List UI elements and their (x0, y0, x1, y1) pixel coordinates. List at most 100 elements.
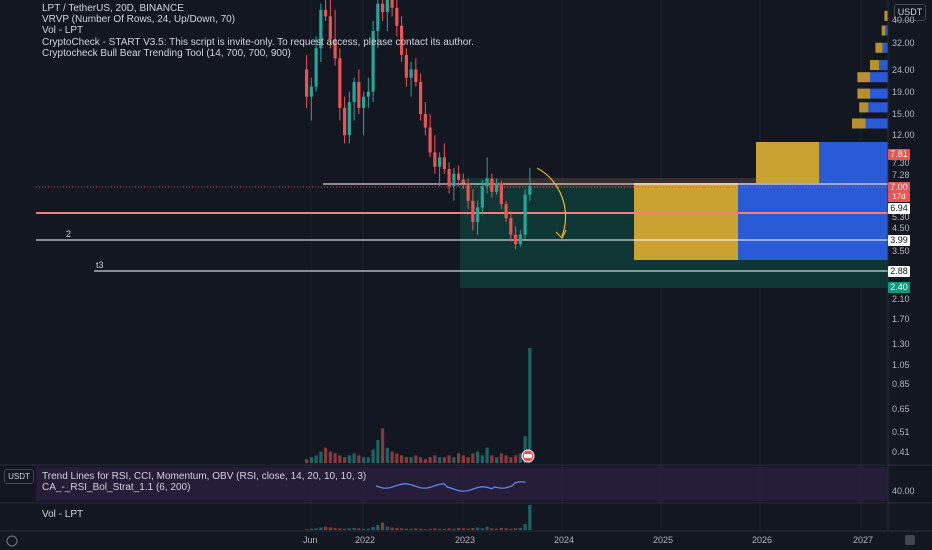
candle-body[interactable] (504, 204, 508, 219)
candle-body[interactable] (476, 207, 480, 223)
candle-body[interactable] (385, 0, 389, 12)
candle-body[interactable] (366, 91, 370, 97)
candle-body[interactable] (305, 69, 309, 97)
candle-body[interactable] (400, 25, 404, 55)
legend-cryptocheck[interactable]: CryptoCheck - START V3.5: This script is… (42, 36, 474, 48)
candle-body[interactable] (371, 30, 375, 92)
candle-body[interactable] (333, 39, 337, 59)
volume-bar (362, 457, 366, 463)
price-axis-label: 7.28 (892, 170, 910, 180)
time-axis-label: 2026 (752, 535, 773, 545)
candle-body[interactable] (438, 157, 442, 167)
candle-body[interactable] (357, 82, 361, 108)
volume-bar (433, 455, 437, 463)
candle-body[interactable] (433, 152, 437, 167)
volume-bar (385, 447, 389, 463)
volume-pane-bar (404, 528, 408, 530)
volume-pane-bar (395, 527, 399, 530)
volume-bar (471, 453, 475, 463)
candle-body[interactable] (480, 186, 484, 208)
rsi-legend-trendlines[interactable]: Trend Lines for RSI, CCI, Momentum, OBV … (42, 471, 367, 482)
volume-bar (466, 457, 470, 463)
candle-body[interactable] (485, 178, 489, 187)
candle-body[interactable] (528, 186, 532, 195)
candle-body[interactable] (466, 183, 470, 201)
volume-pane-bar (480, 528, 484, 530)
candle-body[interactable] (404, 54, 408, 78)
volume-pane-bar (485, 526, 489, 530)
legend-symbol[interactable]: LPT / TetherUS, 20D, BINANCE (42, 3, 184, 14)
volume-pane-bar (504, 528, 508, 530)
volume-pane-bar (347, 528, 351, 530)
legend-vrvp[interactable]: VRVP (Number Of Rows, 24, Up/Down, 70) (42, 14, 236, 26)
candle-body[interactable] (352, 82, 356, 103)
volume-pane-bar (309, 528, 313, 530)
rsi-legend-bol[interactable]: CA_-_RSI_Bol_Strat_1.1 (6, 200) (42, 482, 191, 493)
candle-body[interactable] (452, 173, 456, 187)
candle-body[interactable] (419, 82, 423, 115)
volume-pane-bar (438, 528, 442, 530)
candle-body[interactable] (509, 218, 513, 235)
candle-body[interactable] (343, 107, 347, 136)
candle-body[interactable] (390, 0, 394, 8)
legend-vol[interactable]: Vol - LPT (42, 25, 84, 37)
volume-pane-bar (314, 528, 318, 530)
volume-pane-bar (338, 528, 342, 530)
candle-body[interactable] (461, 179, 465, 184)
volume-pane-bar (461, 528, 465, 530)
candle-body[interactable] (490, 178, 494, 192)
candle-body[interactable] (495, 183, 499, 192)
volume-pane-bar (400, 528, 404, 530)
candle-body[interactable] (309, 86, 313, 97)
candle-body[interactable] (523, 194, 527, 235)
volume-pane-bar (447, 528, 451, 530)
currency-button[interactable]: USDT (894, 4, 926, 21)
candle-body[interactable] (457, 173, 461, 180)
legend-trending[interactable]: Cryptocheck Bull Bear Trending Tool (14,… (42, 47, 291, 59)
candle-body[interactable] (442, 157, 446, 169)
candle-body[interactable] (499, 183, 503, 205)
candle-body[interactable] (409, 69, 413, 78)
candle-body[interactable] (324, 9, 328, 17)
volume-pane-bar (352, 527, 356, 530)
volume-pane-bar (390, 527, 394, 530)
candle-body[interactable] (381, 3, 385, 12)
rsi-currency-button[interactable]: USDT (4, 469, 34, 484)
volume-bar (390, 451, 394, 463)
volume-pane-bar (428, 528, 432, 530)
volume-pane-bar (528, 505, 532, 530)
vrvp-block-upper-gold (756, 142, 819, 183)
forecast-arrow[interactable] (536, 167, 567, 237)
volume-pane-bar (452, 528, 456, 530)
vrvp-bar-down (859, 102, 869, 113)
candle-body[interactable] (328, 16, 332, 40)
price-axis-label: 19.00 (892, 87, 915, 97)
level-label-t3: t3 (96, 260, 104, 270)
candle-body[interactable] (376, 3, 380, 31)
volume-pane-bar (476, 527, 480, 530)
settings-icon[interactable] (905, 535, 915, 545)
candle-body[interactable] (423, 114, 427, 128)
vrvp-block-lower-gold (634, 183, 738, 260)
volume-pane-bar (499, 527, 503, 530)
candle-body[interactable] (395, 7, 399, 26)
candle-body[interactable] (518, 234, 522, 245)
candle-body[interactable] (319, 9, 323, 49)
candle-body[interactable] (314, 48, 318, 87)
candle-body[interactable] (347, 102, 351, 136)
volume-bar (395, 453, 399, 463)
volume-pane-bar (333, 527, 337, 530)
candle-body[interactable] (362, 96, 366, 108)
candle-body[interactable] (447, 168, 451, 187)
candle-body[interactable] (414, 69, 418, 83)
volume-bar (347, 455, 351, 463)
candle-body[interactable] (514, 234, 518, 245)
volume-legend[interactable]: Vol - LPT (42, 509, 84, 520)
volume-bar (371, 449, 375, 463)
candle-body[interactable] (428, 127, 432, 153)
candle-body[interactable] (338, 58, 342, 108)
volume-pane-bar (471, 527, 475, 530)
price-axis-label: 40.00 (892, 15, 915, 25)
candle-body[interactable] (471, 200, 475, 223)
